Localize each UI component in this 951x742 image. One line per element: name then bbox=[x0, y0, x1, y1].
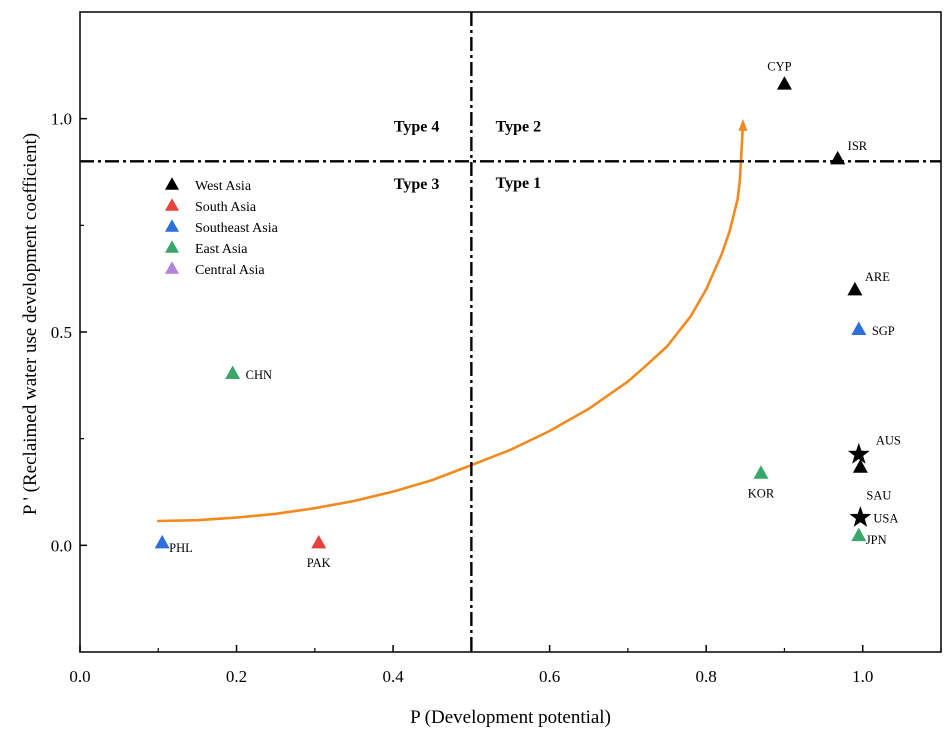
x-tick-label: 0.0 bbox=[69, 667, 90, 686]
y-axis-title: P ' (Reclaimed water use development coe… bbox=[20, 133, 41, 515]
x-tick-label: 1.0 bbox=[852, 667, 873, 686]
data-point-label: PAK bbox=[307, 556, 331, 570]
data-point-triangle bbox=[851, 321, 867, 335]
x-tick-label: 0.6 bbox=[539, 667, 560, 686]
legend-marker bbox=[165, 261, 179, 274]
y-tick-label: 1.0 bbox=[51, 110, 72, 129]
data-point-label: ARE bbox=[865, 270, 890, 284]
data-point-label: KOR bbox=[748, 487, 775, 501]
legend-label: South Asia bbox=[195, 200, 257, 215]
y-tick-label: 0.5 bbox=[51, 323, 72, 342]
data-point-triangle bbox=[776, 76, 792, 90]
data-point-label: USA bbox=[873, 512, 898, 526]
data-point-triangle bbox=[830, 150, 846, 165]
data-point-triangle bbox=[225, 365, 241, 379]
legend-marker bbox=[165, 177, 179, 190]
data-point-triangle bbox=[847, 281, 863, 296]
data-point-triangle bbox=[753, 465, 769, 479]
quadrant-label: Type 1 bbox=[496, 175, 541, 192]
legend-label: West Asia bbox=[195, 179, 252, 194]
data-point-triangle bbox=[852, 459, 868, 473]
legend-label: Southeast Asia bbox=[195, 221, 279, 236]
data-point-label: ISR bbox=[848, 139, 868, 153]
x-tick-label: 0.2 bbox=[226, 667, 247, 686]
data-point-triangle bbox=[154, 534, 170, 549]
legend-marker bbox=[165, 198, 179, 211]
data-point-label: SGP bbox=[872, 324, 895, 338]
quadrant-label: Type 4 bbox=[394, 118, 439, 135]
legend-label: East Asia bbox=[195, 242, 248, 257]
data-point-label: CYP bbox=[767, 60, 791, 74]
data-point-triangle bbox=[311, 534, 327, 549]
trend-curve bbox=[157, 121, 745, 523]
data-point-label: CHN bbox=[246, 368, 272, 382]
data-point-label: JPN bbox=[866, 533, 887, 547]
data-point-star bbox=[847, 442, 870, 464]
legend-label: Central Asia bbox=[195, 263, 265, 278]
data-point-label: PHL bbox=[169, 541, 193, 555]
plot-frame bbox=[79, 11, 942, 653]
quadrant-label: Type 2 bbox=[496, 118, 541, 135]
legend-marker bbox=[165, 240, 179, 253]
legend-marker bbox=[165, 219, 179, 232]
data-point-star bbox=[849, 506, 872, 527]
x-axis-title: P (Development potential) bbox=[410, 707, 611, 728]
quadrant-label: Type 3 bbox=[394, 176, 439, 193]
data-point-label: SAU bbox=[866, 489, 891, 503]
data-point-triangle bbox=[851, 527, 867, 542]
x-tick-label: 0.8 bbox=[696, 667, 717, 686]
x-tick-label: 0.4 bbox=[382, 667, 404, 686]
y-tick-label: 0.0 bbox=[51, 536, 72, 555]
data-point-label: AUS bbox=[876, 433, 901, 447]
trend-curve-arrowhead bbox=[738, 118, 748, 131]
